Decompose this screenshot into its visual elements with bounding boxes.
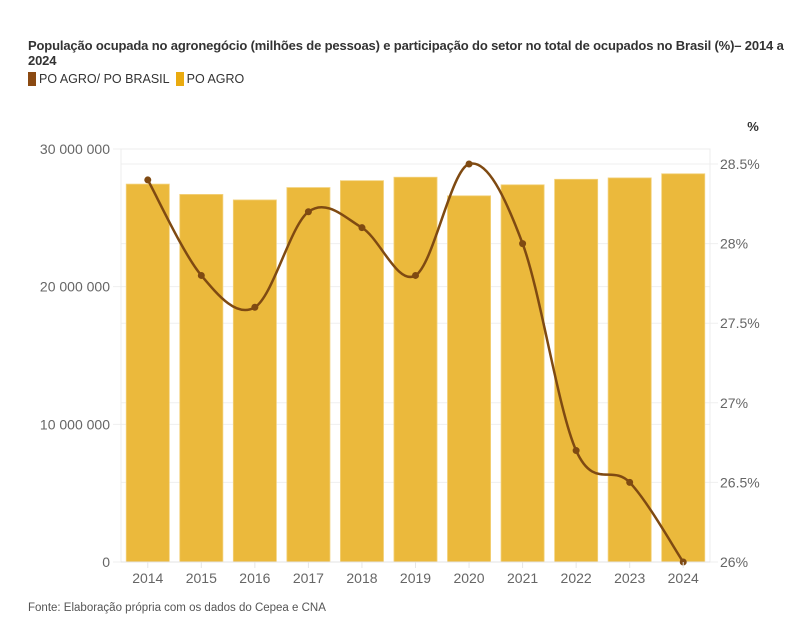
legend-swatch-bar (175, 72, 184, 86)
left-axis-tick-label: 10 000 000 (40, 416, 110, 432)
right-axis-tick-label: 27% (720, 395, 748, 411)
right-axis: 26% 26.5% 27% 27.5% 28% 28.5% (720, 156, 760, 570)
right-axis-tick-label: 28% (720, 236, 748, 252)
left-axis-tick-label: 20 000 000 (40, 279, 110, 295)
line-po-agro-po-brasil (146, 162, 685, 563)
x-axis-tick-label: 2022 (561, 570, 592, 586)
legend-item-po-agro[interactable]: PO AGRO (175, 72, 245, 86)
line-point-2022 (572, 447, 580, 455)
bar-2019 (393, 176, 438, 563)
legend-item-po-agro-po-brasil[interactable]: PO AGRO/ PO BRASIL (28, 72, 170, 86)
line-point-2019 (412, 271, 419, 279)
bar-2014 (125, 183, 170, 563)
line-point-2018 (358, 224, 366, 232)
x-axis-tick-label: 2019 (400, 570, 431, 586)
legend-swatch-line (28, 72, 36, 86)
x-axis-tick-label: 2014 (132, 570, 163, 586)
source-note: Fonte: Elaboração própria com os dados d… (28, 602, 326, 614)
line-point-2020 (465, 160, 473, 168)
line-point-2017 (304, 208, 312, 216)
line-point-2021 (519, 240, 527, 248)
right-axis-tick-label: 27.5% (720, 315, 760, 331)
line-point-2015 (197, 271, 205, 279)
bar-2023 (607, 177, 652, 563)
bar-2021 (500, 184, 545, 563)
x-axis-tick-label: 2015 (186, 570, 217, 586)
legend-label: PO AGRO/ PO BRASIL (39, 72, 170, 86)
left-axis-tick-label: 30 000 000 (40, 141, 110, 157)
bar-2024 (661, 173, 706, 563)
line-point-2014 (144, 176, 152, 184)
bar-2015 (179, 194, 224, 563)
bar-2016 (232, 199, 277, 563)
bar-2017 (286, 187, 331, 563)
x-axis-tick-label: 2021 (507, 570, 538, 586)
bar-2022 (554, 178, 599, 563)
x-axis-tick-label: 2018 (346, 570, 377, 586)
bar-2018 (340, 180, 384, 563)
left-axis: 0 10 000 000 20 000 000 30 000 000 (40, 141, 110, 570)
line-point-2016 (251, 303, 259, 311)
x-axis-tick-label: 2024 (668, 570, 699, 586)
right-axis-unit-label: % (747, 119, 759, 134)
bar-2020 (447, 195, 491, 563)
x-axis-tick-label: 2020 (453, 570, 484, 586)
x-axis: 2014 2015 2016 2017 2018 2019 2020 2021 2022 2023… (132, 562, 699, 586)
right-axis-tick-label: 26% (720, 554, 748, 570)
x-axis-tick-label: 2023 (614, 570, 645, 586)
line-point-2023 (626, 478, 634, 486)
left-axis-tick-label: 0 (102, 554, 110, 570)
line-series (144, 160, 687, 566)
legend: PO AGRO/ PO BRASIL PO AGRO (28, 72, 250, 86)
x-axis-tick-label: 2016 (239, 570, 270, 586)
right-axis-tick-label: 26.5% (720, 474, 760, 490)
bar-series (125, 173, 706, 563)
x-axis-tick-label: 2017 (293, 570, 324, 586)
legend-label: PO AGRO (186, 72, 245, 86)
chart-title: População ocupada no agronegócio (milhõe… (28, 38, 784, 68)
right-axis-tick-label: 28.5% (720, 156, 760, 172)
